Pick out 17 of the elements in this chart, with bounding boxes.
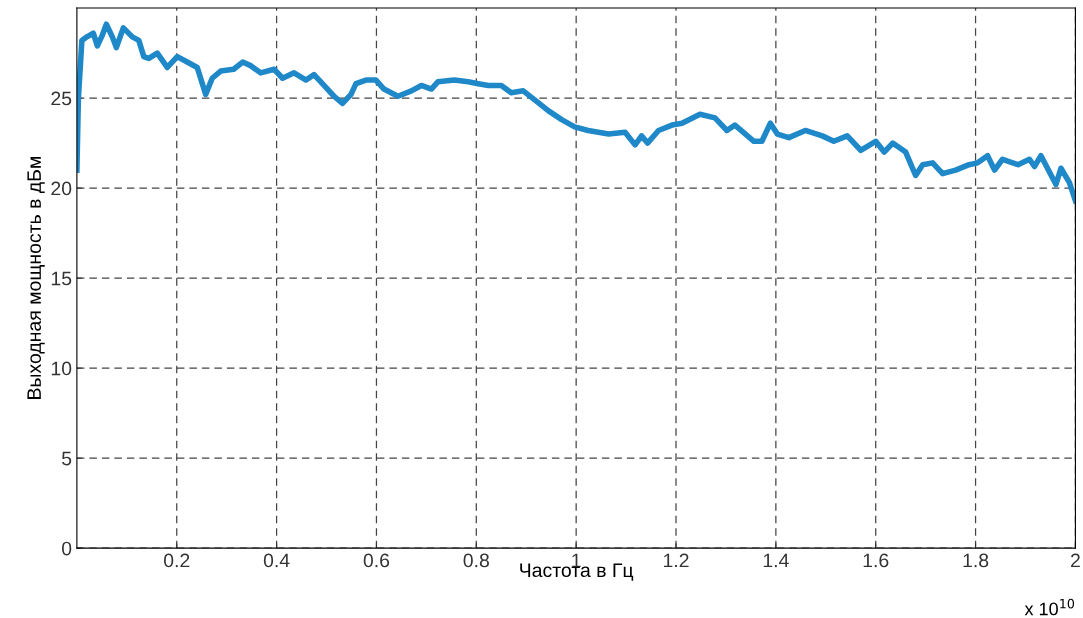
x-tick-label: 1.6 <box>863 553 889 568</box>
x-tick-label: 0.2 <box>163 553 190 568</box>
y-tick-label: 0 <box>61 541 72 556</box>
x-tick-label: 1.8 <box>963 553 989 568</box>
y-axis-title: Выходная мощность в дБм <box>27 157 45 399</box>
text: x 10$^{10}$ <box>1024 598 1075 616</box>
x-tick-label: 0.8 <box>463 553 489 568</box>
x-tick-label: 2 <box>1070 553 1080 568</box>
x-tick-label: 1.2 <box>663 553 689 568</box>
x-tick-label: 0.4 <box>263 553 290 568</box>
x-tick-label: 1.4 <box>763 553 789 568</box>
y-tick-label: 10 <box>51 361 72 376</box>
x-tick-label: 0.6 <box>363 553 390 568</box>
y-tick-label: 25 <box>51 91 72 106</box>
y-tick-label: 15 <box>51 271 72 286</box>
y-tick-label: 20 <box>51 181 72 196</box>
y-tick-label: 5 <box>62 451 72 466</box>
